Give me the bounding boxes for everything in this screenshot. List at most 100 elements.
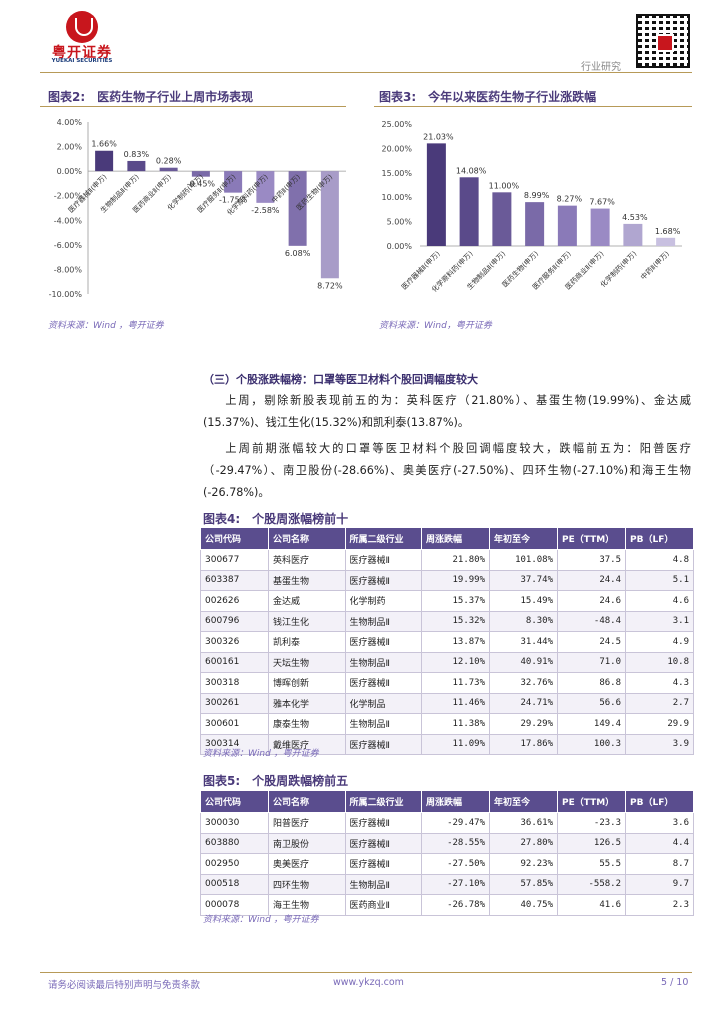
data-label: 8.72% <box>317 281 343 290</box>
table-cell: 24.5 <box>557 631 626 653</box>
data-label: 6.08% <box>285 249 311 258</box>
table-cell: 医药商业Ⅱ <box>344 894 422 916</box>
table-header-row: 公司代码 公司名称 所属二级行业 周涨跌幅 年初至今 PE（TTM） PB（LF） <box>200 527 694 550</box>
table-cell: 19.99% <box>421 569 490 591</box>
table4-source: 资料来源：Wind ，粤开证券 <box>203 749 319 759</box>
table-cell: 600796 <box>200 610 269 632</box>
footer-divider <box>40 972 692 973</box>
y-tick-label: 15.00% <box>381 169 412 178</box>
table-cell: 4.4 <box>625 832 694 854</box>
column-header: 公司代码 <box>200 790 269 813</box>
table5-title: 图表5: 个股周跌幅榜前五 <box>203 774 349 788</box>
table-cell: 40.75% <box>489 894 558 916</box>
figure3-title: 图表3: 今年以来医药生物子行业涨跌幅 <box>379 90 597 104</box>
table-cell: 4.6 <box>625 590 694 612</box>
table-row: 603387 基蛋生物 医疗器械Ⅱ 19.99% 37.74% 24.4 5.1 <box>200 569 694 591</box>
table-cell: 002626 <box>200 590 269 612</box>
paragraph-top-gainers: 上周，剔除新股表现前五的为：英科医疗（21.80%）、基蛋生物(19.99%)、… <box>203 394 691 429</box>
qr-center-logo-icon <box>656 34 674 52</box>
column-header: PB（LF） <box>625 790 694 813</box>
table-cell: 9.7 <box>625 873 694 895</box>
data-label: 4.53% <box>622 213 648 222</box>
y-tick-label: -8.00% <box>54 265 83 274</box>
table-cell: 126.5 <box>557 832 626 854</box>
bar <box>656 237 676 246</box>
table-cell: 29.29% <box>489 713 558 735</box>
table-cell: 凯利泰 <box>268 631 346 653</box>
table-cell: 天坛生物 <box>268 651 346 673</box>
table-cell: 生物制品Ⅱ <box>344 713 422 735</box>
weekly-subindustry-bar-chart: 4.00% 2.00% 0.00% -2.00% -4.00% -6.00% -8.00% -… <box>49 118 346 299</box>
table-row: 000078 海王生物 医药商业Ⅱ -26.78% 40.75% 41.6 2.3 <box>200 894 694 916</box>
table-cell: 化学制品 <box>344 692 422 714</box>
data-label: 7.67% <box>589 198 615 207</box>
y-tick-label: 0.00% <box>387 242 413 251</box>
table-cell: 300326 <box>200 631 269 653</box>
table-cell: 11.09% <box>421 733 490 755</box>
table-cell: 300314 <box>200 733 269 755</box>
data-label: 1.66% <box>91 140 117 149</box>
table-cell: 21.80% <box>421 549 490 571</box>
data-label: 0.28% <box>156 157 182 166</box>
bar <box>590 208 610 246</box>
column-header: 所属二级行业 <box>344 790 422 813</box>
table-cell: 金达威 <box>268 590 346 612</box>
column-header: 公司名称 <box>268 527 346 550</box>
y-tick-label: 4.00% <box>57 118 83 127</box>
column-header: 年初至今 <box>489 790 558 813</box>
table-row: 600161 天坛生物 生物制品Ⅱ 12.10% 40.91% 71.0 10.8 <box>200 651 694 673</box>
table-cell: 24.6 <box>557 590 626 612</box>
bar <box>288 171 307 246</box>
data-label: 8.27% <box>557 195 583 204</box>
table-cell: -558.2 <box>557 873 626 895</box>
column-header: 周涨跌幅 <box>421 790 490 813</box>
table-cell: -27.50% <box>421 853 490 875</box>
table-cell: 000078 <box>200 894 269 916</box>
table-cell: 36.61% <box>489 812 558 834</box>
table-cell: 医疗器械Ⅱ <box>344 549 422 571</box>
table-cell: 生物制品Ⅱ <box>344 610 422 632</box>
bar <box>159 167 178 172</box>
bar <box>320 171 339 279</box>
data-label: -2.58% <box>251 206 280 215</box>
table-cell: 92.23% <box>489 853 558 875</box>
table-cell: 29.9 <box>625 713 694 735</box>
paragraph-top-losers: 上周前期涨幅较大的口罩等医卫材料个股回调幅度较大，跌幅前五为：阳普医疗（-29.… <box>203 442 691 499</box>
table-cell: 24.71% <box>489 692 558 714</box>
table-row: 300318 博晖创新 医疗器械Ⅱ 11.73% 32.76% 86.8 4.3 <box>200 672 694 694</box>
table-row: 300326 凯利泰 医疗器械Ⅱ 13.87% 31.44% 24.5 4.9 <box>200 631 694 653</box>
data-label: 11.00% <box>489 181 520 190</box>
table-cell: 37.74% <box>489 569 558 591</box>
x-tick-label: 中药Ⅱ(申万) <box>639 249 672 282</box>
table-cell: 3.9 <box>625 733 694 755</box>
table-cell: 31.44% <box>489 631 558 653</box>
table-cell: 化学制药 <box>344 590 422 612</box>
table-row: 002626 金达威 化学制药 15.37% 15.49% 24.6 4.6 <box>200 590 694 612</box>
figure2-title-rule <box>40 106 346 107</box>
figure2-source: 资料来源：Wind ，粤开证券 <box>48 321 164 331</box>
y-tick-label: 25.00% <box>381 120 412 129</box>
bar <box>525 202 545 246</box>
y-tick-label: 10.00% <box>381 193 412 202</box>
table-cell: 12.10% <box>421 651 490 673</box>
column-header: PB（LF） <box>625 527 694 550</box>
table-cell: 15.32% <box>421 610 490 632</box>
table-cell: 100.3 <box>557 733 626 755</box>
table-cell: 戴维医疗 <box>268 733 346 755</box>
section-heading: （三）个股涨跌幅榜：口罩等医卫材料个股回调幅度较大 <box>203 373 478 386</box>
table-cell: 博晖创新 <box>268 672 346 694</box>
table-cell: 101.08% <box>489 549 558 571</box>
table-row: 002950 奥美医疗 医疗器械Ⅱ -27.50% 92.23% 55.5 8.7 <box>200 853 694 875</box>
table4-title: 图表4: 个股周涨幅榜前十 <box>203 512 349 526</box>
table-cell: 86.8 <box>557 672 626 694</box>
table-cell: 4.9 <box>625 631 694 653</box>
column-header: 周涨跌幅 <box>421 527 490 550</box>
table-cell: 医疗器械Ⅱ <box>344 733 422 755</box>
table-cell: 四环生物 <box>268 873 346 895</box>
table-cell: 基蛋生物 <box>268 569 346 591</box>
data-label: 1.68% <box>655 227 681 236</box>
y-tick-label: -10.00% <box>49 290 83 299</box>
table-cell: 603387 <box>200 569 269 591</box>
table-cell: 11.73% <box>421 672 490 694</box>
y-tick-label: 0.00% <box>57 167 83 176</box>
